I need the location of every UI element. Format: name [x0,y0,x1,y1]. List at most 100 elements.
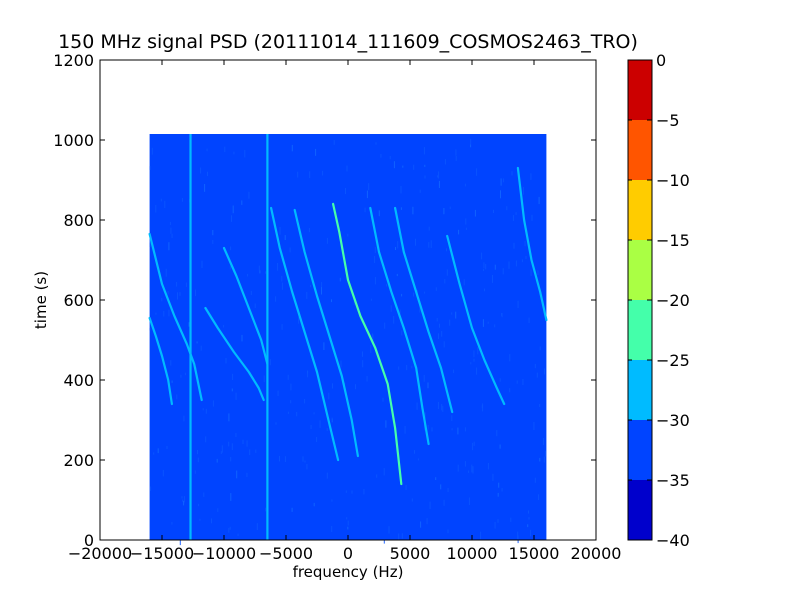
noise-speck [399,309,401,315]
noise-speck [544,368,545,375]
noise-speck [181,496,183,499]
noise-speck [263,375,265,383]
noise-speck [498,482,500,488]
noise-speck [534,363,536,369]
noise-speck [494,264,496,270]
noise-speck [304,399,306,404]
noise-speck [429,501,431,509]
colorbar-tick-label: −35 [656,471,690,490]
doppler-trace [148,316,173,406]
noise-speck [326,428,328,431]
noise-speck [384,322,386,329]
noise-speck [528,510,529,514]
noise-speck [165,268,167,277]
noise-speck [242,439,244,444]
colorbar-tick-label: −20 [656,291,690,310]
noise-speck [235,392,237,400]
colorbar: 0 −5 −10 −15 −20 −25 −30 −35 −40 [627,51,690,550]
noise-speck [501,313,503,316]
noise-speck [289,247,291,253]
noise-speck [308,228,310,233]
colorbar-segment [628,300,652,360]
noise-speck [471,464,473,473]
noise-speck [206,148,208,152]
noise-speck [483,262,485,269]
noise-speck [321,282,323,288]
noise-speck [225,357,227,364]
noise-speck [470,144,472,148]
colorbar-tick-label: −5 [656,111,680,130]
noise-speck [476,367,478,375]
noise-speck [524,240,526,247]
noise-speck [200,167,202,174]
noise-speck [444,159,446,165]
noise-speck [401,293,403,297]
noise-speck [351,490,353,494]
heatmap-background [149,134,547,540]
noise-speck [536,372,538,378]
doppler-trace [369,206,430,446]
noise-speck [230,246,232,251]
noise-speck [401,330,403,336]
noise-speck [484,288,485,292]
noise-speck [385,420,387,428]
noise-speck [211,518,212,524]
noise-speck [155,205,157,213]
noise-speck [544,450,546,457]
noise-speck [366,190,368,199]
trace-layer [148,134,548,540]
noise-speck [149,328,151,331]
y-tick-label: 400 [63,371,94,390]
y-axis-ticks: 0 200 400 600 800 1000 1200 [53,51,596,550]
noise-speck [340,360,342,368]
doppler-trace [516,166,548,322]
noise-speck [284,235,286,240]
noise-speck [500,178,502,186]
noise-speck [265,271,267,274]
noise-speck [307,370,309,378]
noise-speck [511,171,513,176]
noise-speck [363,488,365,495]
noise-speck [372,334,374,341]
noise-speck [476,168,478,176]
noise-speck [149,242,151,247]
noise-speck [176,394,178,400]
noise-speck [446,269,448,276]
noise-speck [279,227,281,235]
noise-speck [509,354,511,362]
noise-speck [339,277,341,282]
noise-speck [415,238,416,246]
x-tick-label: 10000 [447,544,498,563]
noise-speck [197,450,198,455]
noise-speck [306,291,308,299]
noise-speck [170,360,172,366]
noise-speck [477,347,479,355]
noise-speck [164,200,166,208]
noise-speck [254,303,256,308]
noise-speck [224,146,226,153]
x-axis-ticks: −20000−15000−10000 −5000 0 5000 10000 15000 20… [68,60,622,563]
noise-speck [279,455,280,462]
noise-speck [530,173,532,180]
doppler-trace [204,306,265,402]
noise-speck [362,360,364,368]
noise-speck [436,175,438,178]
noise-speck [502,268,504,275]
noise-speck [485,264,487,270]
x-tick-label: 20000 [571,544,622,563]
noise-speck [217,508,219,512]
noise-speck [212,230,214,236]
noise-speck [436,318,438,322]
noise-speck [345,490,347,493]
noise-speck [451,428,453,431]
noise-speck [230,457,232,462]
noise-speck [396,273,398,277]
noise-speck [397,241,399,249]
noise-speck [423,374,425,382]
noise-speck [180,374,182,378]
noise-speck [321,287,322,295]
colorbar-segment [628,120,652,180]
noise-speck [437,401,439,409]
noise-speck [326,472,328,479]
noise-speck [244,149,246,158]
